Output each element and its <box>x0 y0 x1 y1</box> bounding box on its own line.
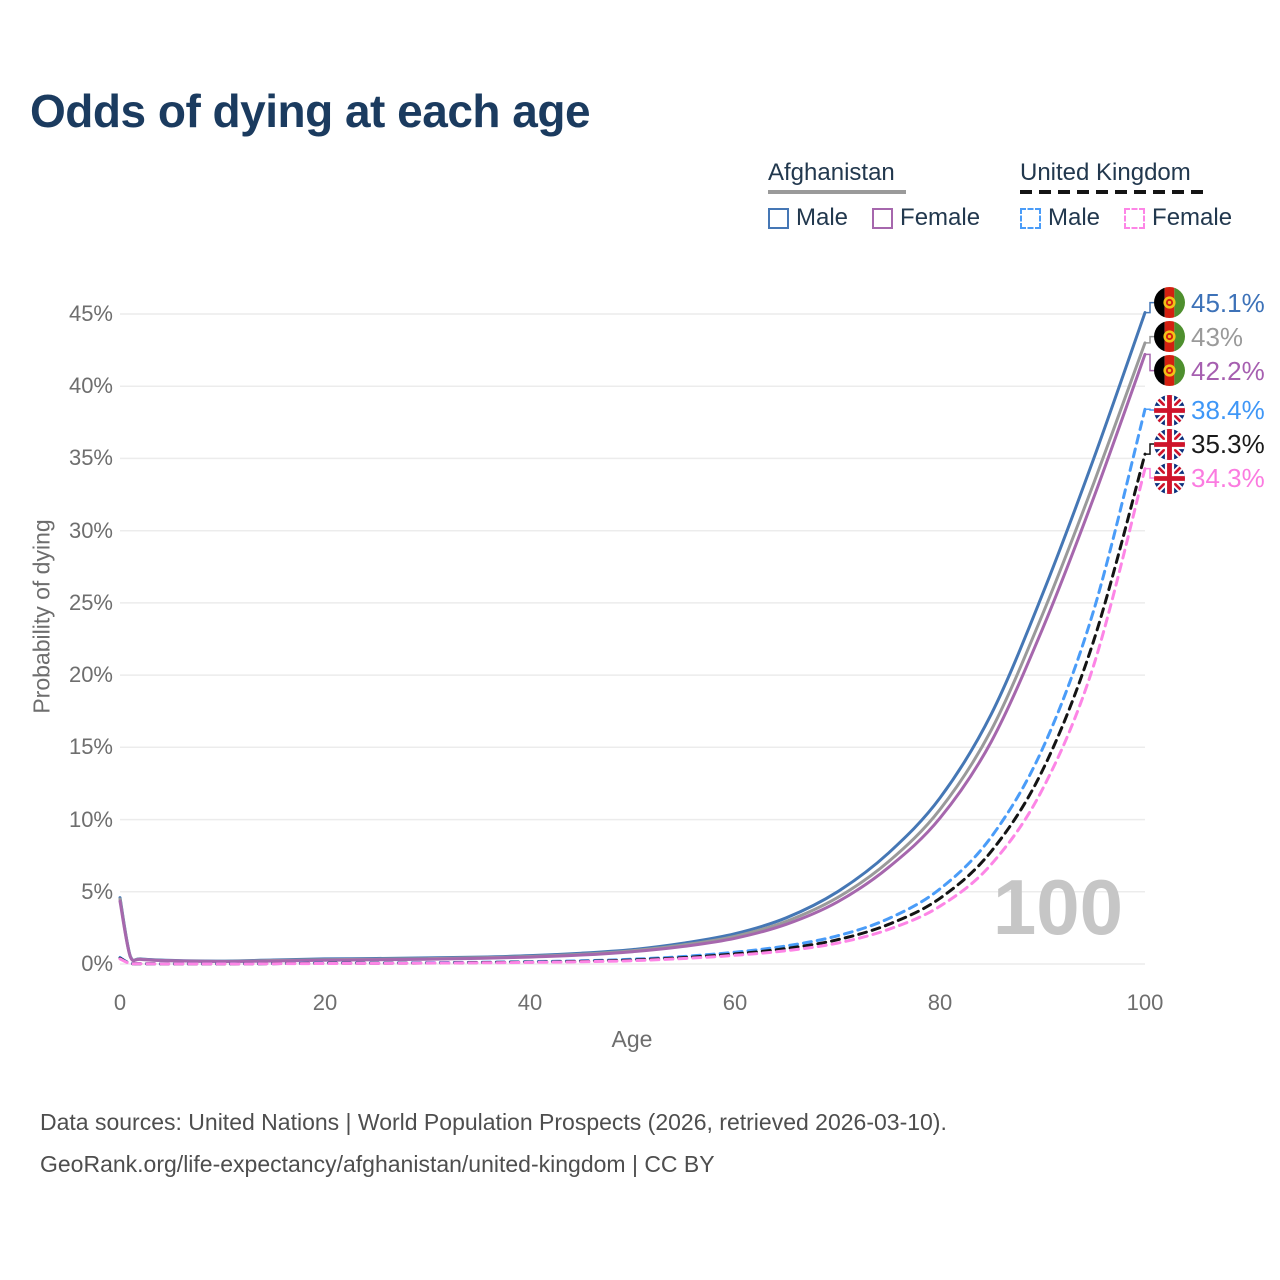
x-tick-label: 60 <box>722 990 748 1015</box>
y-tick-label: 30% <box>68 517 113 543</box>
y-tick-label: 0% <box>81 951 113 976</box>
afghanistan-flag-icon <box>1154 287 1185 319</box>
legend-item-afghanistan-female[interactable]: Female <box>872 206 980 230</box>
legend-item-afghanistan-male[interactable]: Male <box>768 206 848 230</box>
end-label-value-united-kingdom-female: 34.3% <box>1191 463 1265 493</box>
end-label-united-kingdom-female: 34.3% <box>1154 461 1265 495</box>
footer-attribution: GeoRank.org/life-expectancy/afghanistan/… <box>40 1151 715 1177</box>
y-tick-label: 40% <box>68 373 113 399</box>
y-tick-label: 15% <box>68 734 113 760</box>
legend-swatch-afghanistan-male <box>768 207 789 229</box>
united-kingdom-flag-icon <box>1154 394 1185 426</box>
y-tick-label: 35% <box>68 445 113 471</box>
x-tick-label: 0 <box>113 990 127 1015</box>
afghanistan-flag-icon <box>1154 355 1185 387</box>
legend-label-afghanistan-female: Female <box>900 204 981 232</box>
y-tick-label: 25% <box>68 589 113 615</box>
afghanistan-flag-icon <box>1154 321 1185 353</box>
legend-row-united-kingdom: Male Female <box>1020 206 1256 230</box>
footer-data-sources: Data sources: United Nations | World Pop… <box>40 1109 947 1135</box>
leader-line-afghanistan-male <box>1145 301 1154 314</box>
legend-group-united-kingdom: United Kingdom Male Female <box>1020 159 1256 230</box>
end-label-united-kingdom-male: 38.4% <box>1154 393 1265 427</box>
leader-line-united-kingdom-female <box>1145 467 1154 479</box>
end-label-united-kingdom: 35.3% <box>1154 427 1265 461</box>
legend-underline-afghanistan <box>768 190 906 195</box>
x-tick-label: 40 <box>517 990 543 1015</box>
legend-header-united-kingdom[interactable]: United Kingdom <box>1020 159 1191 186</box>
end-label-afghanistan: 43% <box>1154 320 1243 354</box>
y-tick-label: 5% <box>81 878 113 904</box>
end-label-value-afghanistan-male: 45.1% <box>1191 287 1265 318</box>
legend-header-afghanistan[interactable]: Afghanistan <box>768 159 895 186</box>
legend-label-united-kingdom-male: Male <box>1048 204 1101 232</box>
x-axis-title: Age <box>611 1026 653 1052</box>
end-label-value-afghanistan: 43% <box>1191 321 1244 352</box>
legend-underline-united-kingdom <box>1020 190 1208 195</box>
y-tick-label: 10% <box>68 806 113 832</box>
end-label-value-united-kingdom-male: 38.4% <box>1191 395 1265 425</box>
y-axis-title: Probability of dying <box>28 519 55 714</box>
series-line-united-kingdom-female[interactable] <box>118 467 1147 966</box>
legend-swatch-united-kingdom-male <box>1020 207 1041 229</box>
legend-row-afghanistan: Male Female <box>768 206 1004 230</box>
y-tick-label: 20% <box>68 662 113 688</box>
x-tick-label: 100 <box>1126 990 1164 1015</box>
united-kingdom-flag-icon <box>1154 462 1185 494</box>
legend-swatch-united-kingdom-female <box>1124 207 1146 229</box>
legend-group-afghanistan: Afghanistan Male Female <box>768 159 1004 230</box>
page-title: Odds of dying at each age <box>30 85 591 137</box>
x-tick-label: 20 <box>312 990 338 1015</box>
legend-label-united-kingdom-female: Female <box>1152 204 1233 232</box>
legend-swatch-afghanistan-female <box>872 207 894 229</box>
legend-item-united-kingdom-male[interactable]: Male <box>1020 206 1100 230</box>
leader-line-afghanistan <box>1145 335 1154 344</box>
end-label-afghanistan-male: 45.1% <box>1154 286 1265 320</box>
end-label-value-afghanistan-female: 42.2% <box>1191 355 1265 386</box>
age-counter-watermark: 100 <box>992 863 1123 951</box>
series-line-afghanistan-female[interactable] <box>118 352 1147 964</box>
y-tick-label: 45% <box>68 301 113 326</box>
x-tick-label: 80 <box>927 990 953 1015</box>
legend-item-united-kingdom-female[interactable]: Female <box>1124 206 1232 230</box>
leader-line-united-kingdom-male <box>1145 408 1154 411</box>
end-label-afghanistan-female: 42.2% <box>1154 354 1265 388</box>
legend-label-afghanistan-male: Male <box>796 204 849 232</box>
united-kingdom-flag-icon <box>1154 428 1185 460</box>
end-label-value-united-kingdom: 35.3% <box>1191 429 1265 459</box>
leader-line-united-kingdom <box>1145 443 1154 455</box>
leader-line-afghanistan-female <box>1145 353 1154 372</box>
